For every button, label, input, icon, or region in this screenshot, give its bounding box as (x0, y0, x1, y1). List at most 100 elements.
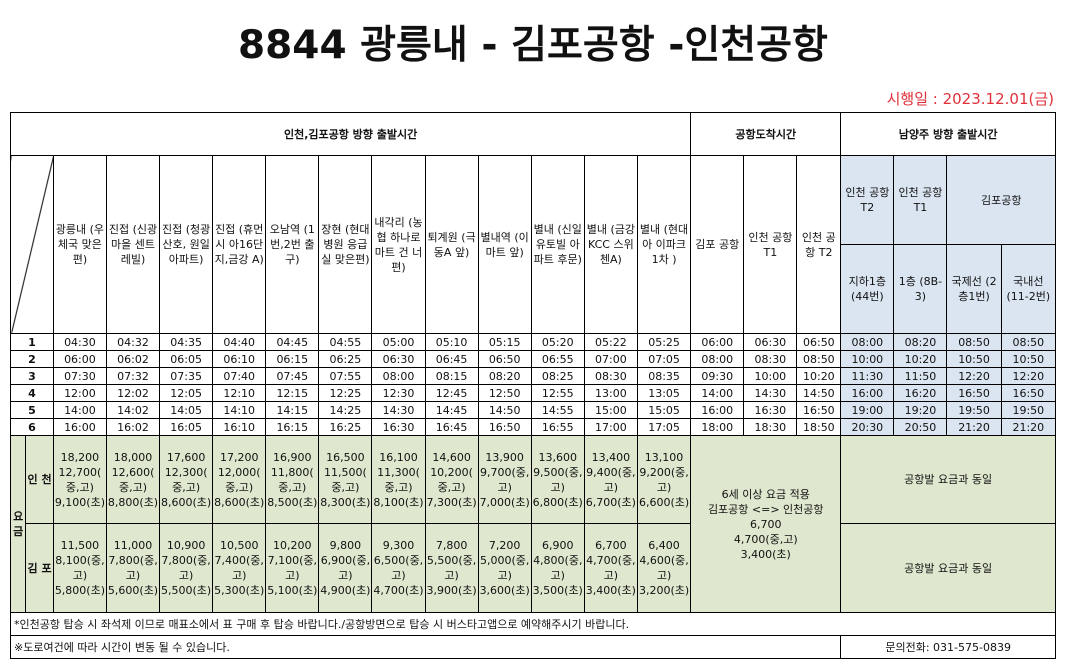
arrival-time: 16:30 (743, 401, 798, 419)
departure-time: 16:50 (477, 418, 532, 436)
return-departure-time: 08:00 (840, 333, 895, 351)
return-departure-time: 19:50 (1000, 401, 1057, 419)
departure-time: 06:00 (52, 350, 107, 368)
same-fare-incheon: 공항발 요금과 동일 (840, 435, 1056, 524)
departure-time: 13:05 (636, 384, 692, 402)
departure-time: 06:15 (265, 350, 320, 368)
arrival-time: 16:00 (690, 401, 745, 419)
fare-gimpo-cell: 11,500 8,100(중, 고) 5,800(초) (52, 523, 107, 613)
return-departure-time: 16:50 (946, 384, 1002, 402)
fare-incheon-cell: 18,200 12,700( 중,고) 9,100(초) (52, 435, 107, 524)
return-departure-time: 08:50 (1000, 333, 1057, 351)
return-sub-gimpo-dom: 국내선 (11-2번) (1000, 244, 1057, 334)
fare-incheon-cell: 16,100 11,300( 중,고) 8,100(초) (371, 435, 426, 524)
return-departure-time: 10:00 (840, 350, 895, 368)
departure-time: 07:40 (212, 367, 267, 385)
departure-time: 08:20 (477, 367, 532, 385)
airport-fare-note: 6세 이상 요금 적용 김포공항 <=> 인천공항 6,700 4,700(중,… (690, 435, 842, 613)
arrival-time: 18:50 (796, 418, 842, 436)
trip-number: 5 (10, 401, 54, 419)
departure-time: 16:55 (530, 418, 585, 436)
fare-incheon-cell: 13,600 9,500(중, 고) 6,800(초) (530, 435, 585, 524)
schedule-row: 3 07:30 07:32 07:35 07:40 07:45 07:55 08:00 08:1… (10, 367, 1057, 385)
departure-time: 12:45 (424, 384, 479, 402)
section-departure-namyangju: 남양주 방향 출발시간 (840, 112, 1056, 156)
departure-time: 16:00 (52, 418, 107, 436)
departure-time: 16:02 (105, 418, 161, 436)
arrival-time: 08:50 (796, 350, 842, 368)
return-departure-time: 21:20 (946, 418, 1002, 436)
departure-time: 05:15 (477, 333, 532, 351)
corner-diagonal-cell (10, 155, 54, 334)
stop-header: 별내 (현대아 이파크 1차 ) (636, 155, 692, 334)
departure-time: 16:45 (424, 418, 479, 436)
departure-time: 17:00 (583, 418, 638, 436)
departure-time: 07:05 (636, 350, 692, 368)
schedule-row: 2 06:00 06:02 06:05 06:10 06:15 06:25 06:30 06:4… (10, 350, 1057, 368)
departure-time: 12:50 (477, 384, 532, 402)
trip-number: 4 (10, 384, 54, 402)
departure-time: 15:05 (636, 401, 692, 419)
stop-header: 퇴계원 (극동A 앞) (424, 155, 479, 334)
stop-header: 진접 (휴먼시 아16단 지,금강 A) (212, 155, 267, 334)
return-header-t1: 인천 공항 T1 (893, 155, 948, 245)
stop-header: 별내역 (이마트 앞) (477, 155, 532, 334)
departure-time: 14:10 (212, 401, 267, 419)
return-departure-time: 11:30 (840, 367, 895, 385)
departure-time: 14:00 (52, 401, 107, 419)
fare-gimpo-cell: 11,000 7,800(중, 고) 5,600(초) (105, 523, 161, 613)
return-departure-time: 16:20 (893, 384, 948, 402)
departure-time: 12:30 (371, 384, 426, 402)
departure-time: 05:25 (636, 333, 692, 351)
arrival-time: 16:50 (796, 401, 842, 419)
departure-time: 05:22 (583, 333, 638, 351)
contact-phone: 문의전화: 031-575-0839 (840, 635, 1056, 659)
departure-time: 16:25 (318, 418, 373, 436)
fare-incheon-cell: 13,100 9,200(중, 고) 6,600(초) (636, 435, 692, 524)
return-departure-time: 10:20 (893, 350, 948, 368)
departure-time: 05:20 (530, 333, 585, 351)
fare-gimpo-label: 김 포 (25, 523, 54, 613)
arrival-time: 18:00 (690, 418, 745, 436)
departure-time: 06:02 (105, 350, 161, 368)
departure-time: 06:55 (530, 350, 585, 368)
fare-gimpo-cell: 6,700 4,700(중, 고) 3,400(초) (583, 523, 638, 613)
departure-time: 12:05 (159, 384, 214, 402)
same-fare-gimpo: 공항발 요금과 동일 (840, 523, 1056, 613)
departure-time: 05:00 (371, 333, 426, 351)
departure-time: 14:50 (477, 401, 532, 419)
return-header-t2: 인천 공항 T2 (840, 155, 895, 245)
arrival-time: 14:30 (743, 384, 798, 402)
departure-time: 04:35 (159, 333, 214, 351)
departure-time: 12:10 (212, 384, 267, 402)
arrival-time: 18:30 (743, 418, 798, 436)
departure-time: 16:15 (265, 418, 320, 436)
departure-time: 06:30 (371, 350, 426, 368)
departure-time: 06:25 (318, 350, 373, 368)
departure-time: 04:55 (318, 333, 373, 351)
departure-time: 13:00 (583, 384, 638, 402)
departure-time: 16:10 (212, 418, 267, 436)
departure-time: 07:00 (583, 350, 638, 368)
stop-header: 오남역 (1번,2번 출구) (265, 155, 320, 334)
departure-time: 07:45 (265, 367, 320, 385)
departure-time: 14:30 (371, 401, 426, 419)
section-departure-airport: 인천,김포공항 방향 출발시간 (9, 112, 692, 156)
section-arrival-airport: 공항도착시간 (690, 112, 842, 156)
timetable: 인천,김포공항 방향 출발시간 공항도착시간 남양주 방향 출발시간 광릉내 (… (9, 112, 1057, 659)
stop-header: 진접 (청광 산호, 원일 아파트) (159, 155, 214, 334)
schedule-row: 6 16:00 16:02 16:05 16:10 16:15 16:25 16:30 16:4… (10, 418, 1057, 436)
departure-time: 06:50 (477, 350, 532, 368)
return-header-gimpo: 김포공항 (946, 155, 1056, 245)
return-departure-time: 20:30 (840, 418, 895, 436)
fare-gimpo-cell: 9,800 6,900(중, 고) 4,900(초) (318, 523, 373, 613)
departure-time: 07:30 (52, 367, 107, 385)
fare-gimpo-cell: 7,800 5,500(중, 고) 3,900(초) (424, 523, 479, 613)
return-departure-time: 12:20 (946, 367, 1002, 385)
fare-incheon-cell: 13,900 9,700(중, 고) 7,000(초) (477, 435, 532, 524)
airport-fare-note-2: 김포공항 <=> 인천공항 (707, 502, 824, 516)
return-departure-time: 16:50 (1000, 384, 1057, 402)
departure-time: 16:05 (159, 418, 214, 436)
departure-time: 12:00 (52, 384, 107, 402)
fare-incheon-cell: 17,200 12,000( 중,고) 8,600(초) (212, 435, 267, 524)
